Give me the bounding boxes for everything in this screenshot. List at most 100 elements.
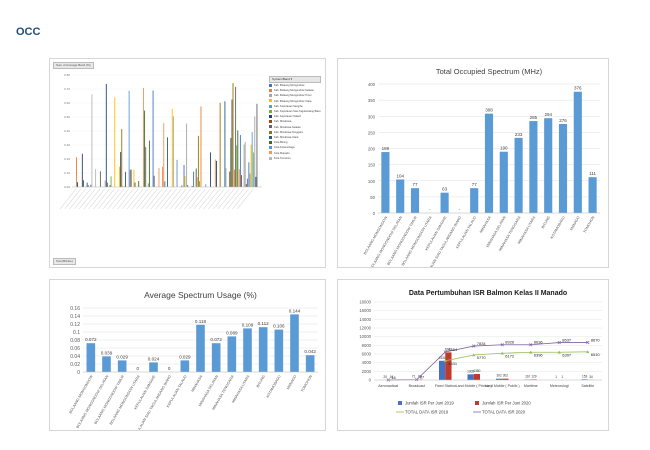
bar-bolaang-mongondow-selatan	[396, 179, 405, 213]
data-label: 376	[574, 86, 582, 91]
y-tick-label: 0.06	[70, 346, 80, 352]
pivot-bar	[176, 159, 178, 187]
data-label: 0.109	[242, 322, 254, 327]
data-label: -	[429, 207, 431, 212]
pivot-bar	[104, 180, 106, 187]
data-label: 129	[531, 374, 537, 378]
pivot-legend-item[interactable]: Kota Kotamobagu	[269, 145, 321, 150]
x-tick-label: TOMOHON	[300, 374, 313, 393]
pivot-bar	[122, 185, 124, 187]
pivot-legend-header[interactable]: System/Band ▾	[269, 76, 321, 83]
pivot-filter-button[interactable]: Sum(Bitrate)	[53, 258, 76, 265]
pivot-bar	[163, 123, 165, 187]
pivot-bar	[196, 177, 198, 187]
triangle-marker-icon	[529, 350, 533, 354]
pivot-legend-item[interactable]: Kab. Minahasa Utara	[269, 135, 321, 140]
pivot-bar	[119, 166, 121, 187]
data-label: 0.089	[226, 330, 238, 335]
triangle-marker-icon	[472, 353, 476, 357]
pivot-bar	[134, 182, 136, 187]
y-tick-label: 0	[373, 211, 376, 216]
pivot-x-tick-label	[165, 188, 182, 210]
y-tick-label: 350	[368, 98, 376, 103]
x-marker-icon	[529, 343, 533, 347]
point-label: 8926	[505, 340, 515, 345]
bar-bolaang-mongondow-selatan	[102, 356, 111, 372]
pivot-legend-label: Kab. Kepulauan Talaud	[274, 115, 301, 119]
point-label: 8670	[591, 337, 601, 342]
pivot-legend-item[interactable]: Kota Bitung	[269, 140, 321, 145]
pivot-x-tick-label	[93, 188, 110, 210]
bar-tomohon	[588, 177, 597, 213]
point-label: 7834	[477, 341, 487, 346]
pivot-bar	[143, 87, 144, 187]
pivot-bar	[234, 169, 235, 187]
legend-label: Jumlah ISR Per Juni 2019	[405, 401, 454, 406]
data-label: 190	[500, 146, 508, 151]
x-marker-icon	[586, 340, 590, 345]
pivot-bar	[148, 140, 150, 187]
pivot-legend-item[interactable]: Kota Manado	[269, 151, 321, 156]
bar-kepulauan-sangihe	[440, 192, 449, 213]
bar-manado	[573, 91, 582, 213]
pivot-x-tick-label	[184, 188, 201, 210]
pivot-bar	[86, 182, 88, 187]
bar-bolaang-mongondow	[381, 152, 390, 213]
pivot-bar	[214, 159, 216, 187]
pivot-bar	[110, 176, 112, 187]
pivot-x-tick-label	[169, 188, 187, 210]
pivot-legend-item[interactable]: Kab. Bolaang Mongondow Timur	[269, 93, 321, 98]
data-label: 111	[589, 171, 596, 176]
pivot-bar	[249, 173, 251, 187]
pivot-legend-label: Kab. Minahasa Tenggara	[274, 130, 303, 134]
pivot-x-tick-label	[179, 188, 196, 210]
x-marker-icon	[500, 343, 504, 347]
pivot-legend-item[interactable]: Kota Tomohon	[269, 156, 321, 161]
y-tick-label: 400	[368, 82, 376, 87]
data-label: 0.112	[258, 321, 270, 326]
pivot-bar	[193, 171, 195, 187]
pivot-legend-item[interactable]: Kab. Kepulauan Talaud	[269, 114, 321, 119]
pivot-legend-item[interactable]: Kab. Minahasa Tenggara	[269, 130, 321, 135]
x-tick-label: TOMOHON	[583, 215, 596, 234]
pivot-legend-item[interactable]: Kab. Kepulauan Sangihe	[269, 104, 321, 109]
pivot-legend-label: Kab. Bolaang Mongondow	[274, 84, 305, 87]
pivot-legend-item[interactable]: Kab. Bolaang Mongondow	[269, 83, 321, 88]
pivot-bar	[153, 175, 155, 187]
x-tick-label: MINAHASA UTARA	[231, 374, 251, 404]
data-label: 0.024	[148, 356, 160, 361]
pivot-chart: 0.80 0.70 0.60 0.50 0.40 0.30 0.20 0.10 0.00	[59, 73, 262, 210]
y-tick-label: 8000	[362, 343, 372, 348]
y-tick-label: 0.12	[70, 322, 80, 328]
pivot-field-button[interactable]: Sum of Average Band (%)	[53, 62, 94, 69]
pivot-legend-item[interactable]: Kab. Minahasa Selatan	[269, 125, 321, 130]
pivot-x-tick-label	[117, 188, 134, 210]
pivot-legend-item[interactable]: Kab. Minahasa	[269, 119, 321, 124]
chart-title: Average Spectrum Usage (%)	[144, 290, 257, 300]
pivot-legend-item[interactable]: Kab. Kepulauan Siau Tagulandang Biaro	[269, 109, 321, 114]
x-tick-label: MANADO	[286, 374, 297, 390]
data-label: 0	[137, 366, 140, 371]
data-label: 302	[503, 374, 509, 378]
pivot-x-tick-label	[217, 188, 235, 210]
pivot-legend-item[interactable]: Kab. Bolaang Mongondow Selatan	[269, 88, 321, 93]
pivot-x-tick-label	[141, 188, 158, 210]
pivot-x-tick-label	[126, 188, 144, 210]
pivot-x-tick-label	[193, 188, 211, 210]
y-tick-label: 100	[368, 179, 376, 184]
bar-bitung	[258, 327, 268, 372]
pivot-x-tick-label	[131, 188, 149, 210]
y-tick-label: 2000	[362, 369, 372, 374]
pivot-chart-panel[interactable]: Sum of Average Band (%) 0.80 0.70 0.60 0.50…	[49, 58, 326, 268]
pivot-x-tick-label	[107, 188, 125, 210]
data-label: 63	[442, 187, 448, 192]
bar-kotamobagu	[274, 329, 284, 372]
y-tick-label: 0.1	[73, 330, 80, 336]
pivot-x-tick-label	[146, 188, 163, 210]
x-tick-label: KOTAMOBAGU	[265, 374, 281, 398]
pivot-legend-item[interactable]: Kab. Bolaang Mongondow Utara	[269, 99, 321, 104]
bar-jumlah-isr-per-juni-2020	[502, 378, 509, 380]
y-tick-label: 4000	[362, 360, 372, 365]
pivot-x-tick-label	[102, 188, 120, 210]
pivot-legend[interactable]: System/Band ▾ Kab. Bolaang Mongondow Kab.…	[269, 76, 321, 161]
